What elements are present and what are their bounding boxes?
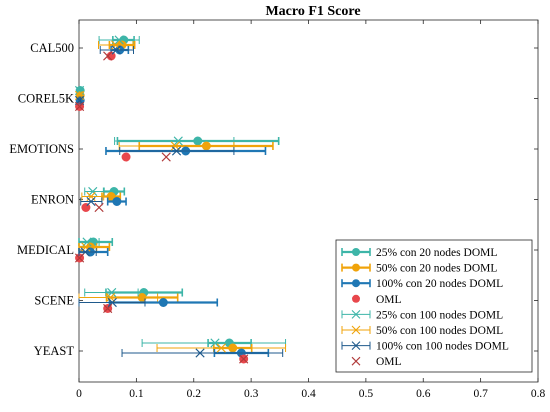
x-tick-label: 0.8 [531,388,546,400]
legend-circle-marker [352,294,360,303]
x-marker-point [114,35,124,45]
x-marker-point [105,292,116,303]
y-tick-label: ENRON [31,193,74,207]
y-tick-label: COREL5K [18,92,74,106]
x-marker-point [74,101,85,112]
x-axis-ticks: 0 0.1 0.2 0.3 0.4 0.5 0.6 0.7 0.8 [76,20,545,400]
x-marker-point [103,303,113,314]
circle-marker-point [121,152,131,162]
x-tick-label: 0.1 [129,388,144,400]
legend-box [335,239,533,373]
legend-label: 25% con 20 nodes DOML [376,247,497,259]
x-marker-point [88,186,98,197]
legend-label: 50% con 20 nodes DOML [376,263,497,275]
legend-circle-marker [352,279,360,288]
legend-circle-marker [352,248,360,256]
legend-circle-marker [352,263,360,272]
x-marker-point [216,343,226,353]
x-marker-point [161,152,171,162]
x-marker-point [86,196,96,207]
x-marker-point [103,51,113,61]
legend-label: 50% con 100 nodes DOML [376,325,503,337]
circle-marker-point [112,197,122,206]
legend-x-marker [351,310,361,319]
chart-title: Macro F1 Score [265,4,360,19]
circle-marker-point [81,203,91,212]
x-tick-label: 0.3 [244,388,259,400]
y-axis-ticks: CAL500 COREL5K EMOTIONS ENRON MEDICAL SCENE YE… [9,41,538,358]
x-marker-point [107,297,117,308]
x-marker-point [111,45,121,55]
x-marker-point [195,348,205,358]
y-tick-label: SCENE [34,294,74,308]
x-marker-point [171,146,182,156]
y-tick-label: CAL500 [30,41,74,55]
circle-marker-point [158,298,168,307]
x-marker-point [239,354,249,364]
y-tick-label: YEAST [34,344,75,358]
legend-x-marker [351,341,361,350]
y-tick-label: MEDICAL [17,243,74,257]
legend: 25% con 20 nodes DOML 50% con 20 nodes DO… [335,239,533,373]
x-tick-label: 0 [76,388,82,400]
x-tick-label: 0.6 [416,388,431,400]
x-marker-point [173,136,183,146]
x-tick-label: 0.7 [473,388,488,400]
x-marker-point [94,202,104,213]
legend-x-marker [351,325,361,335]
legend-label: 100% con 100 nodes DOML [376,341,509,353]
x-tick-label: 0.2 [187,388,202,400]
x-marker-point [74,253,85,263]
legend-label: OML [376,294,402,306]
y-tick-label: EMOTIONS [9,142,74,156]
x-marker-point [210,338,220,348]
x-tick-label: 0.4 [301,388,316,400]
legend-x-marker [351,356,361,366]
legend-label: 100% con 20 nodes DOML [376,278,503,290]
x-tick-label: 0.5 [359,388,374,400]
legend-label: OML [376,356,402,368]
legend-label: 25% con 100 nodes DOML [376,309,503,321]
data-marks [74,35,287,364]
